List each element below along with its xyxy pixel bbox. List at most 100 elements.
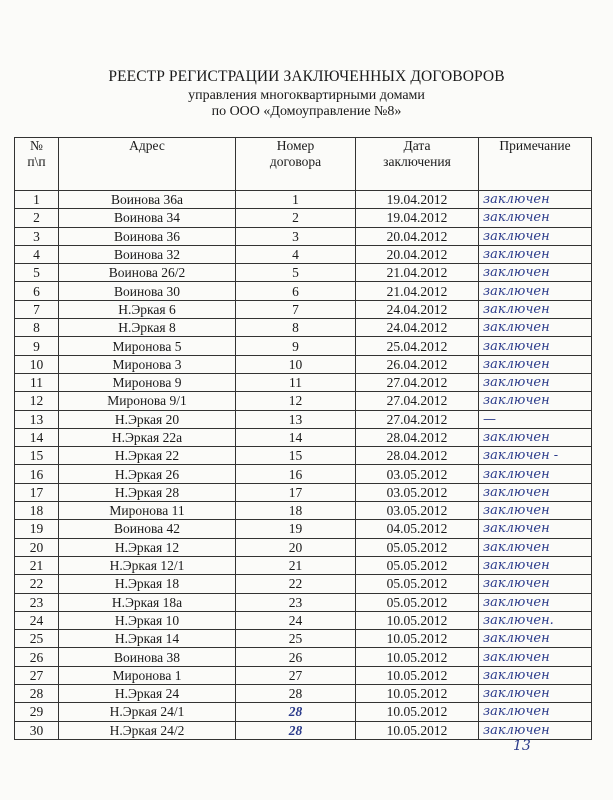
contract-number-cell: 20 <box>235 537 356 557</box>
date-cell: 20.04.2012 <box>355 226 479 246</box>
note-cell: заключен <box>478 555 592 576</box>
address-cell: Н.Эркая 18 <box>58 574 236 594</box>
address-cell: Н.Эркая 24 <box>58 684 236 704</box>
note-cell: заключен <box>478 226 592 246</box>
row-number-cell: 4 <box>14 244 59 265</box>
note-cell: заключен <box>478 684 592 704</box>
address-cell: Воинова 36а <box>58 189 236 210</box>
registry-table: № п\п Адрес Номер договора Дата заключения … <box>14 137 592 740</box>
row-number-cell: 27 <box>14 665 59 686</box>
date-cell: 24.04.2012 <box>355 318 479 338</box>
header-date: Дата заключения <box>355 137 479 191</box>
contract-number-cell: 24 <box>235 610 356 631</box>
table-row: 9 Миронова 5 9 25.04.2012 заключен <box>14 336 592 356</box>
table-row: 28 Н.Эркая 24 28 10.05.2012 заключен <box>14 684 592 704</box>
document-subtitle-company: по ООО «Домоуправление №8» <box>211 104 402 119</box>
note-cell: заключен <box>478 391 592 411</box>
note-cell: заключен <box>478 208 592 228</box>
row-number-cell: 11 <box>14 372 59 393</box>
note-cell: заключен <box>478 244 592 265</box>
contract-number-cell: 9 <box>235 336 356 356</box>
row-number-cell: 17 <box>14 482 59 503</box>
note-cell: заключен <box>478 189 592 210</box>
date-cell: 27.04.2012 <box>355 372 479 393</box>
address-cell: Н.Эркая 24/2 <box>58 720 236 740</box>
address-cell: Н.Эркая 6 <box>58 299 236 320</box>
date-cell: 10.05.2012 <box>355 720 479 740</box>
note-cell: заключен <box>478 482 592 503</box>
date-cell: 03.05.2012 <box>355 482 479 503</box>
date-cell: 21.04.2012 <box>355 281 479 301</box>
address-cell: Н.Эркая 26 <box>58 464 236 484</box>
table-row: 24 Н.Эркая 10 24 10.05.2012 заключен. <box>14 610 592 631</box>
address-cell: Н.Эркая 22а <box>58 427 236 448</box>
table-row: 2 Воинова 34 2 19.04.2012 заключен <box>14 208 592 228</box>
note-cell: заключен - <box>478 446 592 466</box>
date-cell: 24.04.2012 <box>355 299 479 320</box>
row-number-cell: 22 <box>14 574 59 594</box>
date-cell: 20.04.2012 <box>355 244 479 265</box>
table-row: 16 Н.Эркая 26 16 03.05.2012 заключен <box>14 464 592 484</box>
address-cell: Воинова 36 <box>58 226 236 246</box>
address-cell: Н.Эркая 18а <box>58 592 236 612</box>
address-cell: Н.Эркая 10 <box>58 610 236 631</box>
note-cell: заключен <box>478 501 592 521</box>
address-cell: Воинова 26/2 <box>58 263 236 283</box>
date-cell: 05.05.2012 <box>355 537 479 557</box>
contract-number-cell: 18 <box>235 501 356 521</box>
row-number-cell: 19 <box>14 519 59 539</box>
row-number-cell: 13 <box>14 409 59 429</box>
contract-number-cell: 2 <box>235 208 356 228</box>
date-cell: 10.05.2012 <box>355 610 479 631</box>
table-row: 14 Н.Эркая 22а 14 28.04.2012 заключен <box>14 427 592 448</box>
table-row: 27 Миронова 1 27 10.05.2012 заключен <box>14 665 592 686</box>
row-number-cell: 14 <box>14 427 59 448</box>
contract-number-cell: 25 <box>235 629 356 649</box>
address-cell: Воинова 42 <box>58 519 236 539</box>
address-cell: Миронова 11 <box>58 501 236 521</box>
address-cell: Н.Эркая 28 <box>58 482 236 503</box>
address-cell: Н.Эркая 20 <box>58 409 236 429</box>
header-contract: Номер договора <box>235 137 356 191</box>
note-cell: заключен <box>478 665 592 686</box>
row-number-cell: 8 <box>14 318 59 338</box>
table-row: 19 Воинова 42 19 04.05.2012 заключен <box>14 519 592 539</box>
table-row: 13 Н.Эркая 20 13 27.04.2012— <box>14 409 592 429</box>
contract-number-cell: 27 <box>235 665 356 686</box>
contract-number-cell: 23 <box>235 592 356 612</box>
note-cell: заключен <box>478 281 592 301</box>
row-number-cell: 2 <box>14 208 59 228</box>
address-cell: Н.Эркая 12 <box>58 537 236 557</box>
table-row: 17 Н.Эркая 28 17 03.05.2012 заключен <box>14 482 592 503</box>
contract-number-cell: 11 <box>235 372 356 393</box>
date-cell: 03.05.2012 <box>355 464 479 484</box>
date-cell: 28.04.2012 <box>355 427 479 448</box>
row-number-cell: 18 <box>14 501 59 521</box>
date-cell: 03.05.2012 <box>355 501 479 521</box>
contract-number-cell: 10 <box>235 354 356 374</box>
note-cell: заключен <box>478 720 592 740</box>
table-row: 4 Воинова 32 4 20.04.2012 заключен <box>14 244 592 265</box>
table-row: 20 Н.Эркая 12 20 05.05.2012 заключен <box>14 537 592 557</box>
row-number-cell: 23 <box>14 592 59 612</box>
header-address: Адрес <box>58 137 236 191</box>
address-cell: Н.Эркая 22 <box>58 446 236 466</box>
note-cell: заключен <box>478 592 592 612</box>
contract-number-cell: 3 <box>235 226 356 246</box>
contract-number-cell: 26 <box>235 647 356 667</box>
table-row: 22 Н.Эркая 18 22 05.05.2012 заключен <box>14 574 592 594</box>
date-cell: 19.04.2012 <box>355 208 479 228</box>
note-cell: заключен <box>478 537 592 557</box>
table-row: 25 Н.Эркая 14 25 10.05.2012 заключен <box>14 629 592 649</box>
address-cell: Н.Эркая 12/1 <box>58 555 236 576</box>
document-subtitle: управления многоквартирными домами <box>188 88 425 103</box>
table-row: 30 Н.Эркая 24/2 28 10.05.2012 заключен <box>14 720 592 740</box>
row-number-cell: 24 <box>14 610 59 631</box>
table-row: 7 Н.Эркая 6 7 24.04.2012 заключен <box>14 299 592 320</box>
contract-number-cell: 17 <box>235 482 356 503</box>
date-cell: 05.05.2012 <box>355 574 479 594</box>
row-number-cell: 16 <box>14 464 59 484</box>
table-row: 1 Воинова 36а 1 19.04.2012 заключен <box>14 189 592 210</box>
date-cell: 27.04.2012 <box>355 391 479 411</box>
row-number-cell: 20 <box>14 537 59 557</box>
